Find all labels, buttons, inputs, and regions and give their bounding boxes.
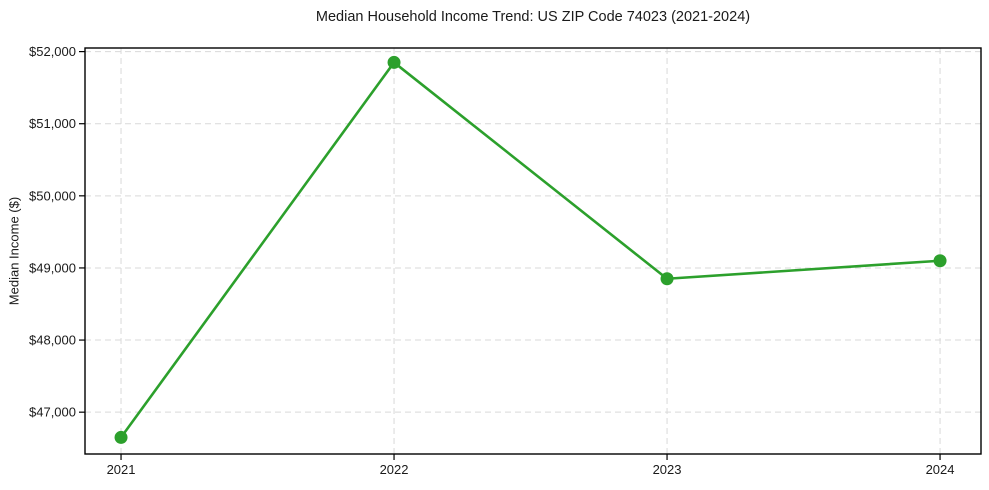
x-tick-label: 2022 [380,462,409,477]
y-tick-label: $52,000 [29,44,76,59]
series-line [119,61,942,439]
plot-border [84,47,982,455]
y-tick-label: $49,000 [29,260,76,275]
y-tick-label: $47,000 [29,405,76,420]
x-tick-label: 2023 [653,462,682,477]
y-tick-label: $50,000 [29,188,76,203]
data-point [114,430,128,444]
chart-title: Median Household Income Trend: US ZIP Co… [315,9,751,25]
data-point [933,254,947,268]
y-tick-label: $51,000 [29,116,76,131]
x-tick-label: 2024 [926,462,955,477]
data-point [660,272,674,286]
data-point [387,55,401,69]
x-tick-label: 2021 [107,462,136,477]
y-tick-label: $48,000 [29,333,76,348]
